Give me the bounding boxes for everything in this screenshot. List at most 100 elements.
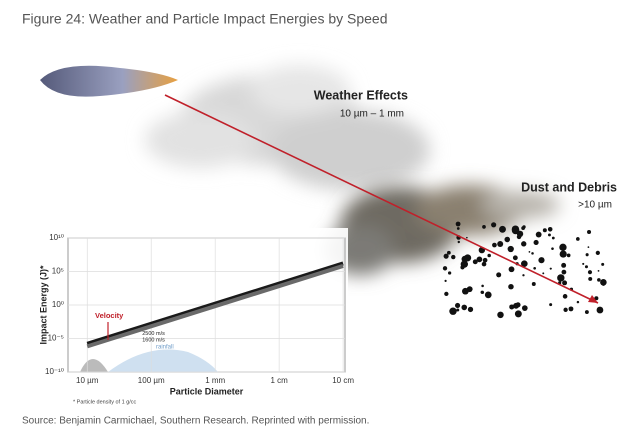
particle [464,254,472,262]
x-tick-label: 100 µm [138,376,165,385]
particle [508,266,515,273]
vehicle [40,65,178,97]
particle [595,250,600,255]
particle [521,305,528,311]
particle [557,274,565,282]
particle [559,243,567,252]
x-tick-label: 1 mm [205,376,225,385]
particle [514,310,522,318]
particle [535,231,542,238]
particle [455,221,461,227]
particle [487,253,491,258]
x-tick-label: 10 µm [76,376,99,385]
particle [497,311,504,319]
particle [466,236,468,239]
trajectory [164,94,599,304]
particle [509,304,515,310]
particle [507,245,514,253]
particle [584,310,589,315]
particle [513,302,520,309]
particle [482,257,488,263]
particle [566,253,571,258]
series-label: 2500 m/s [142,331,165,337]
debris-particles [442,221,607,319]
x-tick-label: 10 cm [332,376,354,385]
particle [600,279,607,286]
x-tick-label: 1 cm [270,376,288,385]
particle [533,239,539,246]
particle [521,260,528,268]
particle [491,222,497,228]
particle [547,233,551,237]
particle [512,255,518,261]
particle [531,281,536,286]
particle [551,236,555,240]
particle [561,269,567,275]
particle [447,271,452,275]
particle [522,274,525,277]
particle [482,224,486,229]
particle [451,254,456,260]
particle [460,265,465,270]
series-label: 1600 m/s [142,338,165,344]
rainfall-area [108,349,218,372]
y-tick-label: 10¹⁰ [49,233,64,242]
y-tick-label: 10⁻¹⁰ [45,367,64,376]
particle [538,257,545,264]
weather-range: 10 µm – 1 mm [340,109,404,120]
dust-cloud [325,185,560,275]
particle [504,236,511,243]
particle [601,262,605,266]
particle [576,300,580,304]
particle [497,241,504,248]
particle [547,226,553,232]
particle [480,290,484,295]
particle [456,227,460,230]
particle [444,279,447,282]
series-line [86,261,344,346]
particle [588,276,593,281]
particle [521,226,525,230]
particle [596,306,604,314]
particle [541,257,544,260]
particle [576,237,580,241]
footnote: * Particle density of 1 g/cc [73,399,137,405]
dust-label: Dust and Debris [521,180,617,194]
particle [568,306,574,312]
particle [446,250,451,255]
particle [587,229,592,234]
particle [521,241,527,247]
y-tick-label: 10⁵ [52,267,64,276]
particle [461,304,468,311]
particle [508,283,514,290]
particle [597,269,600,272]
particle [496,272,502,278]
particle [516,234,522,240]
particle [562,294,568,299]
particle [528,251,531,253]
particle [549,303,553,307]
particle [561,262,567,268]
particle [449,307,457,315]
particle [549,267,552,270]
particle [531,252,534,255]
dust-range: >10 µm [578,200,612,211]
particle [559,250,567,258]
y-tick-label: 10⁰ [52,300,64,309]
particle [562,280,568,286]
particle [597,278,601,282]
particle [492,242,497,248]
particle [444,291,449,297]
particle [602,283,605,286]
rainfall-annotation: rainfall [156,345,174,351]
particle [551,247,554,250]
particle [585,253,589,257]
particle [462,287,469,295]
particle [476,256,483,263]
particle [484,291,492,299]
particle [594,296,599,301]
weather-label: Weather Effects [314,88,408,102]
chart-panel [30,228,348,408]
y-tick-label: 10⁻⁵ [48,334,64,343]
white-cloud [145,65,430,190]
